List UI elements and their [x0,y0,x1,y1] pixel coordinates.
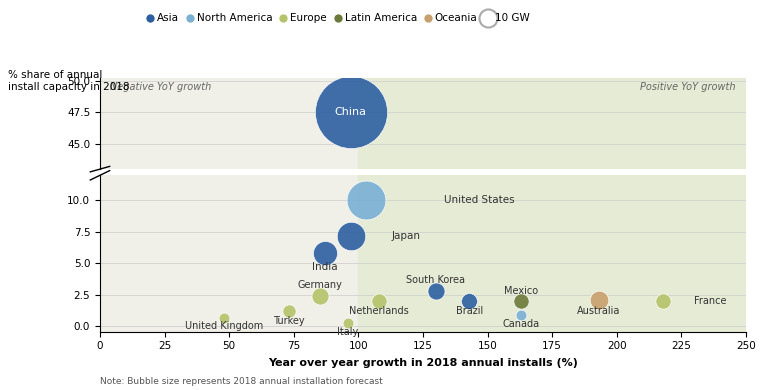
Text: Turkey: Turkey [273,316,305,326]
Text: Australia: Australia [577,306,621,316]
Text: Positive YoY growth: Positive YoY growth [640,82,736,92]
Text: Italy: Italy [338,327,358,337]
Point [430,287,442,294]
Text: Japan: Japan [392,231,421,241]
Text: India: India [312,262,338,272]
Point [515,312,528,318]
Bar [358,175,746,332]
Point [218,314,230,321]
Point [318,250,331,257]
Point [282,308,295,314]
Point [463,298,475,304]
Text: South Korea: South Korea [406,275,465,285]
Point [373,298,385,304]
X-axis label: Year over year growth in 2018 annual installs (%): Year over year growth in 2018 annual ins… [268,358,578,368]
Point [657,298,669,304]
Point [345,233,357,239]
Text: France: France [694,296,727,306]
Text: Germany: Germany [297,280,342,290]
Text: Netherlands: Netherlands [349,307,409,316]
Point [342,320,355,326]
Bar [358,78,746,169]
Text: % share of annual
install capacity in 2018: % share of annual install capacity in 20… [8,70,129,92]
Text: Brazil: Brazil [456,307,483,316]
Point [314,292,326,299]
Point [360,197,372,204]
Text: Negative YoY growth: Negative YoY growth [110,82,211,92]
Point [592,297,604,303]
Point [515,298,528,304]
Text: Mexico: Mexico [504,286,538,296]
Text: Canada: Canada [503,319,540,329]
Text: Note: Bubble size represents 2018 annual installation forecast: Note: Bubble size represents 2018 annual… [100,377,383,386]
Text: China: China [335,107,367,117]
Text: United Kingdom: United Kingdom [185,321,263,331]
Point [345,109,357,115]
Legend: Asia, North America, Europe, Latin America, Oceania, 10 GW: Asia, North America, Europe, Latin Ameri… [144,9,534,27]
Text: United States: United States [444,195,514,206]
